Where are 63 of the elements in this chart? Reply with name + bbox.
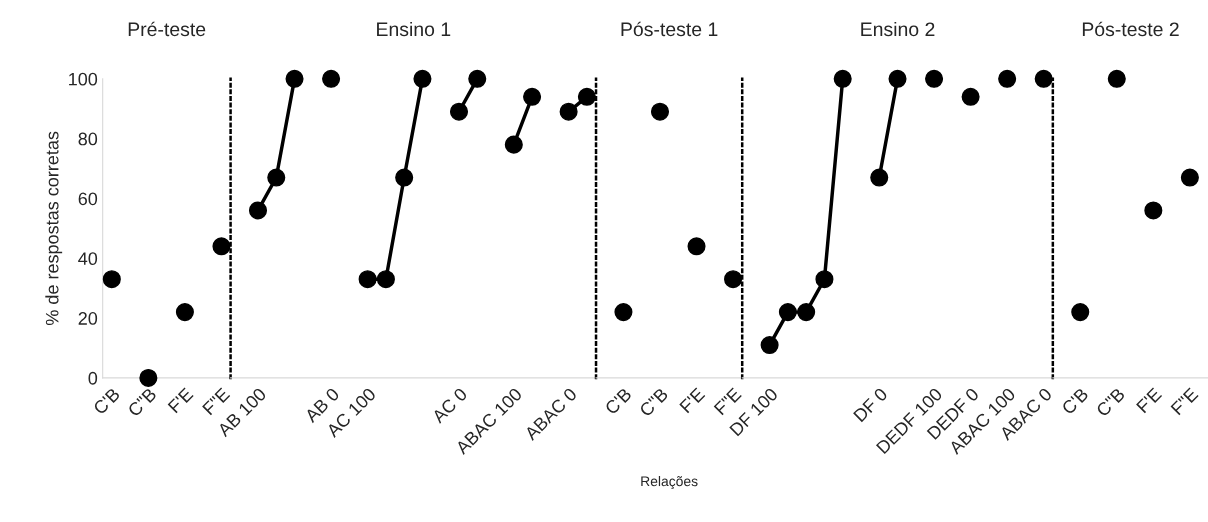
x-tick-label: C"B [638, 387, 669, 418]
point [358, 270, 377, 289]
x-tick-label: F"E [1170, 387, 1199, 416]
point [797, 303, 816, 322]
y-axis-title: % de respostas corretas [45, 131, 63, 326]
point [1034, 69, 1053, 88]
point [760, 335, 779, 355]
y-tick-label: 80 [78, 132, 98, 146]
point [413, 69, 432, 88]
point [102, 270, 121, 289]
x-tick-label: F'E [1136, 387, 1163, 414]
x-tick-label: C"B [1095, 387, 1126, 418]
point [523, 87, 542, 106]
point [888, 69, 907, 88]
point [998, 69, 1017, 88]
point [870, 168, 889, 187]
point [961, 87, 980, 106]
point [1180, 168, 1199, 187]
chart-title: Pré-teste [128, 21, 206, 37]
x-tick-label: C'B [1061, 387, 1089, 416]
chart-title: Ensino 2 [861, 21, 935, 37]
point [322, 69, 341, 88]
point [139, 368, 158, 387]
point [815, 270, 834, 289]
x-tick-label: F'E [679, 387, 706, 414]
point [449, 102, 469, 121]
point [248, 201, 268, 220]
point [614, 303, 633, 322]
x-tick-label: AC 0 [430, 387, 468, 424]
point [285, 69, 304, 88]
chart-title: Pós-teste 2 [1082, 21, 1179, 37]
y-tick-label: 40 [78, 252, 98, 266]
chart-title: Ensino 1 [377, 21, 451, 37]
point [175, 303, 194, 322]
point [468, 69, 487, 88]
point [778, 303, 797, 322]
point [504, 135, 523, 154]
x-tick-label: C'B [92, 387, 121, 416]
point [376, 270, 395, 289]
point [1071, 303, 1090, 322]
y-tick-label: 20 [78, 312, 98, 325]
x-axis-title: Relações [641, 475, 698, 489]
x-tick-label: C"B [127, 387, 158, 418]
y-tick-label: 0 [88, 371, 98, 385]
point [1144, 201, 1163, 220]
point [559, 102, 578, 121]
point [687, 237, 706, 256]
y-tick-label: 100 [69, 72, 98, 86]
point [267, 168, 286, 187]
chart-title: Pós-teste 1 [621, 21, 718, 37]
point [724, 270, 743, 289]
x-tick-label: F'E [167, 387, 194, 414]
point [650, 102, 670, 121]
x-tick-label: DF 0 [852, 387, 889, 423]
point [833, 69, 852, 88]
point [577, 87, 596, 106]
y-tick-label: 60 [78, 192, 98, 206]
point [395, 168, 414, 187]
x-tick-label: C'B [604, 387, 633, 416]
point [212, 237, 231, 256]
point [925, 69, 944, 88]
point [1107, 69, 1126, 88]
x-tick-label: F"E [202, 387, 231, 416]
